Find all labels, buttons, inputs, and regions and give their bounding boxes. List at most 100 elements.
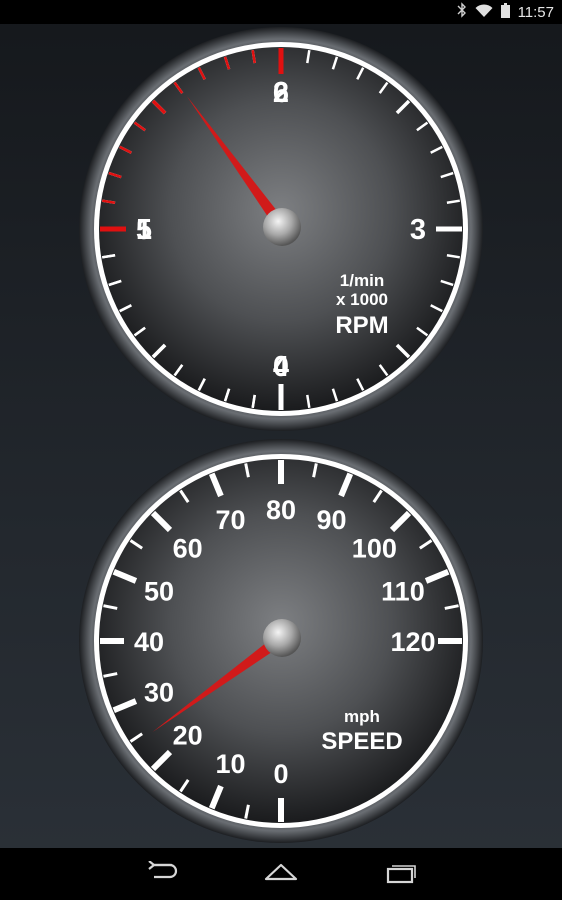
tachometer-minor-tick	[446, 254, 460, 259]
tachometer-gauge: 0 1 2 3 4 5 6 1/min x 1000 RPM	[79, 27, 483, 431]
recent-apps-icon	[384, 860, 418, 888]
speedometer-minor-tick	[103, 604, 118, 610]
tachometer-minor-tick	[395, 99, 411, 115]
speedometer-major-tick	[208, 784, 224, 810]
tachometer-minor-tick	[416, 121, 429, 132]
speedometer-major-tick	[208, 472, 224, 498]
tachometer-minor-tick	[440, 171, 454, 179]
speedometer-scale-label: 10	[215, 749, 245, 779]
speedometer-major-tick	[112, 698, 138, 714]
speedometer-minor-tick	[103, 672, 118, 678]
speedometer-ticks	[100, 460, 462, 822]
tachometer-minor-tick	[197, 67, 206, 80]
speedometer-scale-label: 100	[352, 534, 397, 564]
tachometer-ticks	[100, 48, 462, 410]
tachometer-unit-line2: x 1000	[336, 290, 388, 309]
battery-icon	[500, 2, 510, 22]
speedometer-scale-label: 40	[134, 627, 164, 657]
speedometer-scale-label: 70	[215, 505, 245, 535]
tachometer-minor-tick	[151, 99, 167, 115]
speedometer-needle	[152, 633, 286, 733]
recent-apps-button[interactable]	[371, 856, 431, 892]
speedometer-unit-name: SPEED	[321, 728, 402, 755]
speedometer-scale-label: 80	[266, 495, 296, 525]
tachometer-minor-tick	[223, 388, 231, 402]
speedometer-hub	[263, 619, 301, 657]
speedometer-unit-line1: mph	[344, 707, 380, 726]
speedometer-major-tick	[338, 472, 354, 498]
speedometer-minor-tick	[129, 732, 143, 743]
speedometer-major-tick	[150, 510, 173, 533]
tachometer-minor-tick	[331, 388, 339, 402]
speedometer-scale-label: 30	[144, 678, 174, 708]
tachometer-hub	[263, 208, 301, 246]
speedometer-minor-tick	[244, 804, 250, 819]
tachometer-minor-tick	[395, 343, 411, 359]
tachometer-minor-tick	[151, 343, 167, 359]
status-bar: 11:57	[0, 0, 562, 24]
tachometer-minor-tick	[119, 304, 132, 313]
back-button[interactable]	[131, 856, 191, 892]
tachometer-scale-labels: 0 1 2 3 4 5 6	[136, 77, 426, 383]
navigation-bar	[0, 848, 562, 900]
speedometer-scale-label: 0	[273, 759, 288, 789]
tachometer-minor-tick	[133, 326, 146, 337]
speedometer-major-tick	[112, 568, 138, 584]
tachometer-minor-tick	[197, 378, 206, 391]
tachometer-minor-tick	[306, 50, 311, 64]
tachometer-scale-label: 4	[273, 351, 289, 383]
tachometer-minor-tick	[251, 394, 256, 408]
tachometer-scale-label: 3	[410, 214, 426, 246]
tachometer-scale-label: 0	[273, 351, 289, 383]
speedometer-major-tick	[389, 510, 412, 533]
home-button[interactable]	[251, 856, 311, 892]
tachometer-minor-tick	[119, 145, 132, 154]
tachometer-minor-tick	[416, 326, 429, 337]
speedometer-scale-label: 110	[381, 576, 425, 606]
tachometer-minor-tick	[356, 378, 365, 391]
tachometer-minor-tick	[306, 394, 311, 408]
speedometer-scale-label: 60	[173, 534, 203, 564]
tachometer-scale-label: 5	[136, 214, 152, 246]
tachometer-minor-tick	[430, 304, 443, 313]
speedometer-scale-label: 90	[316, 505, 346, 535]
speedometer-minor-tick	[129, 539, 143, 550]
speedometer-minor-tick	[444, 604, 459, 610]
tachometer-minor-tick	[331, 56, 339, 70]
tachometer-minor-tick	[430, 145, 443, 154]
tachometer-scale-label: 1	[136, 214, 152, 246]
tachometer-minor-tick	[108, 279, 122, 287]
speedometer-major-tick	[424, 568, 450, 584]
wifi-icon	[475, 3, 493, 22]
tachometer-unit-line1: 1/min	[340, 271, 384, 290]
speedometer-minor-tick	[419, 539, 433, 550]
gauge-panel: 0 1 2 3 4 5 6 1/min x 1000 RPM 0 10 20 30 40 50 60 70…	[0, 24, 562, 848]
back-icon	[144, 860, 178, 887]
tachometer-scale-label: 2	[273, 77, 289, 109]
speedometer-minor-tick	[179, 779, 190, 793]
tachometer-minor-tick	[378, 81, 389, 94]
tachometer-minor-tick	[173, 81, 184, 94]
tachometer-minor-tick	[378, 364, 389, 377]
speedometer-scale-label: 20	[173, 720, 203, 750]
tachometer-unit-name: RPM	[335, 312, 388, 339]
tachometer-minor-tick	[251, 50, 256, 64]
tachometer-minor-tick	[440, 279, 454, 287]
status-time: 11:57	[517, 3, 554, 21]
tachometer-minor-tick	[133, 121, 146, 132]
speedometer-minor-tick	[244, 463, 250, 478]
speedometer-scale-label: 120	[390, 627, 435, 657]
tachometer-minor-tick	[108, 171, 122, 179]
tachometer-scale-label: 6	[273, 77, 289, 109]
tachometer-minor-tick	[356, 67, 365, 80]
speedometer-minor-tick	[372, 489, 383, 503]
speedometer-scale-label: 50	[144, 576, 174, 606]
tachometer-needle	[186, 95, 287, 231]
home-icon	[264, 861, 298, 887]
speedometer-minor-tick	[312, 463, 318, 478]
tachometer-minor-tick	[223, 56, 231, 70]
tachometer-minor-tick	[446, 199, 460, 204]
tachometer-minor-tick	[102, 199, 116, 204]
